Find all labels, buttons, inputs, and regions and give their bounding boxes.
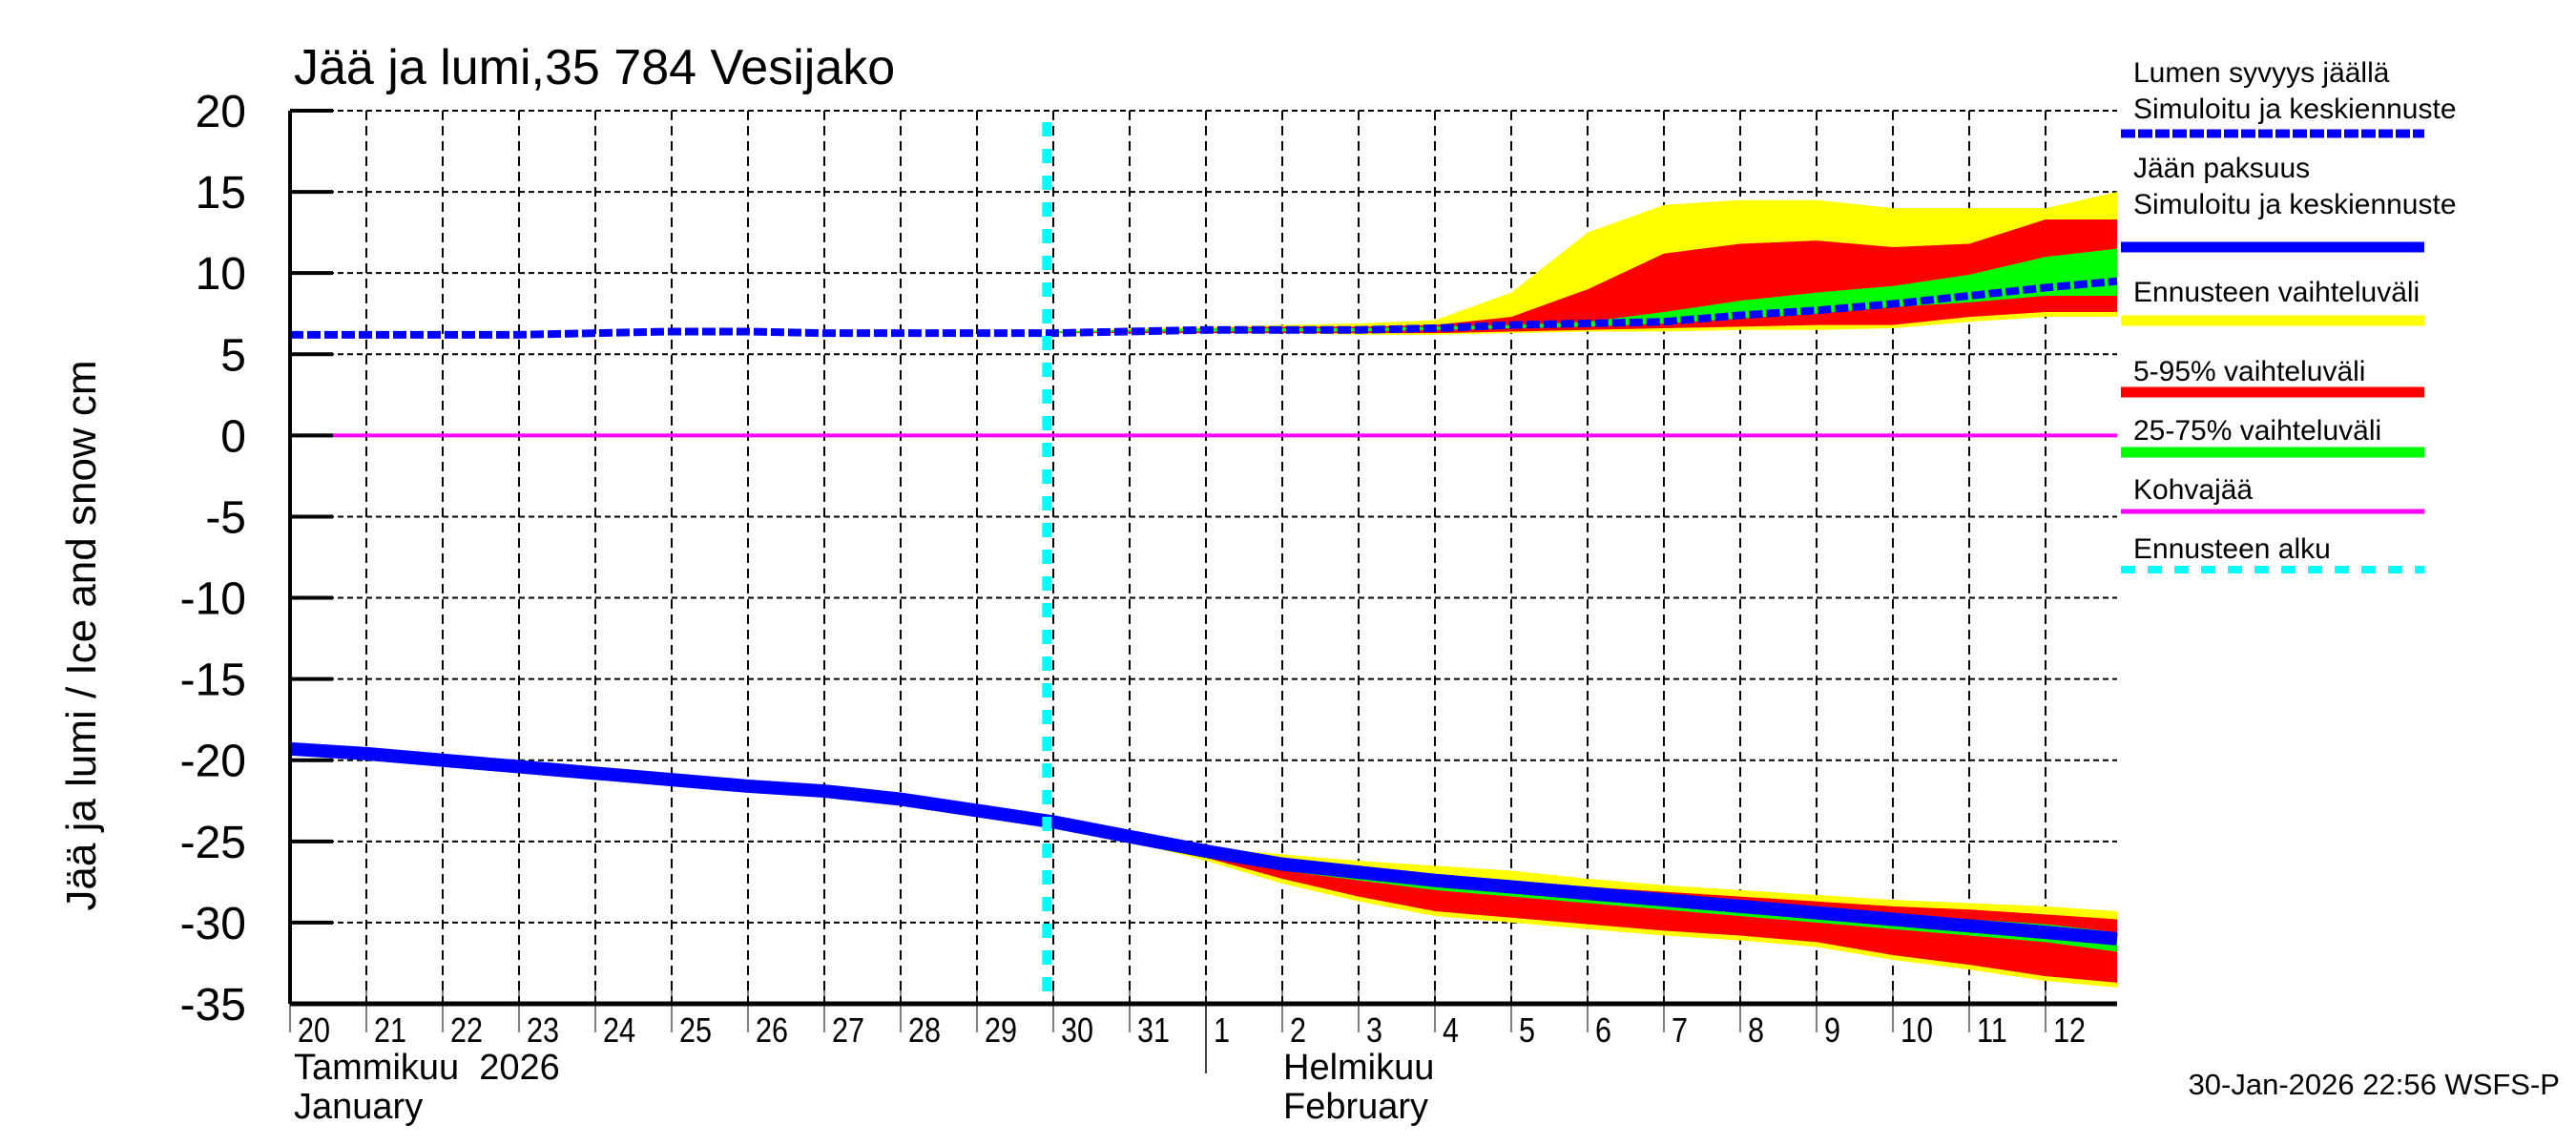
y-tick-label: 15: [196, 168, 246, 219]
y-axis-label: Jää ja lumi / Ice and snow cm: [58, 360, 105, 910]
legend-range-5-95: 5-95% vaihteluväli: [2133, 356, 2365, 387]
x-tick-label: 30: [1061, 1012, 1093, 1051]
legend-range-all: Ennusteen vaihteluväli: [2133, 277, 2420, 308]
y-tick-label: -10: [180, 574, 246, 625]
y-tick-label: -5: [205, 492, 246, 543]
x-tick-label: 27: [832, 1012, 864, 1051]
chart-title: Jää ja lumi,35 784 Vesijako: [294, 40, 895, 95]
month-label-feb-fi: Helmikuu: [1283, 1048, 1434, 1088]
ice-thickness-line: [289, 741, 2118, 946]
x-tick-label: 28: [908, 1012, 941, 1051]
x-tick-label: 25: [679, 1012, 712, 1051]
x-tick-label: 24: [603, 1012, 635, 1051]
y-tick-label: -15: [180, 656, 246, 706]
y-tick-label: -30: [180, 899, 246, 949]
month-label-jan-en: January: [294, 1087, 423, 1127]
x-tick-label: 5: [1519, 1012, 1535, 1051]
y-tick-label: -20: [180, 737, 246, 787]
snow-depth-line: [290, 277, 2118, 339]
x-tick-label: 31: [1137, 1012, 1170, 1051]
x-tick-label: 29: [985, 1012, 1017, 1051]
x-tick-label: 3: [1366, 1012, 1382, 1051]
legend-slush: Kohvajää: [2133, 474, 2253, 506]
legend-snow-sub: Simuloitu ja keskiennuste: [2133, 94, 2457, 125]
legend-ice-sub: Simuloitu ja keskiennuste: [2133, 189, 2457, 220]
timestamp: 30-Jan-2026 22:56 WSFS-P: [2189, 1068, 2560, 1101]
x-tick-label: 4: [1443, 1012, 1459, 1051]
x-tick-label: 12: [2053, 1012, 2086, 1051]
legend-snow-title: Lumen syvyys jäällä: [2133, 57, 2390, 89]
x-tick-label: 22: [450, 1012, 483, 1051]
forecast-bands: [1053, 192, 2117, 988]
snow-range-25-75-band: [1053, 248, 2117, 334]
x-tick-label: 8: [1748, 1012, 1764, 1051]
x-tick-label: 26: [756, 1012, 788, 1051]
x-tick-label: 6: [1595, 1012, 1611, 1051]
y-tick-label: -35: [180, 980, 246, 1030]
legend: Lumen syvyys jäällä Simuloitu ja keskien…: [2121, 57, 2457, 573]
month-label-jan-fi: Tammikuu 2026: [294, 1048, 560, 1088]
x-tick-label: 2: [1290, 1012, 1306, 1051]
x-tick-label: 23: [527, 1012, 559, 1051]
series-lines: [289, 122, 2118, 1004]
month-label-feb-en: February: [1283, 1087, 1428, 1127]
y-tick-label: 5: [220, 330, 246, 381]
grid: [290, 110, 2117, 1005]
y-tick-label: 0: [220, 411, 246, 462]
x-tick-label: 9: [1824, 1012, 1840, 1051]
x-tick-label: 1: [1214, 1012, 1230, 1051]
legend-forecast-start: Ennusteen alku: [2133, 533, 2331, 565]
y-tick-label: 10: [196, 249, 246, 300]
legend-ice-title: Jään paksuus: [2133, 153, 2310, 184]
legend-range-25-75: 25-75% vaihteluväli: [2133, 415, 2381, 447]
x-tick-label: 21: [374, 1012, 406, 1051]
y-tick-label: -25: [180, 818, 246, 868]
y-tick-label: 20: [196, 87, 246, 137]
x-tick-label: 20: [298, 1012, 330, 1051]
x-tick-label: 11: [1977, 1012, 2007, 1051]
x-tick-label: 7: [1672, 1012, 1688, 1051]
x-tick-label: 10: [1901, 1012, 1933, 1051]
